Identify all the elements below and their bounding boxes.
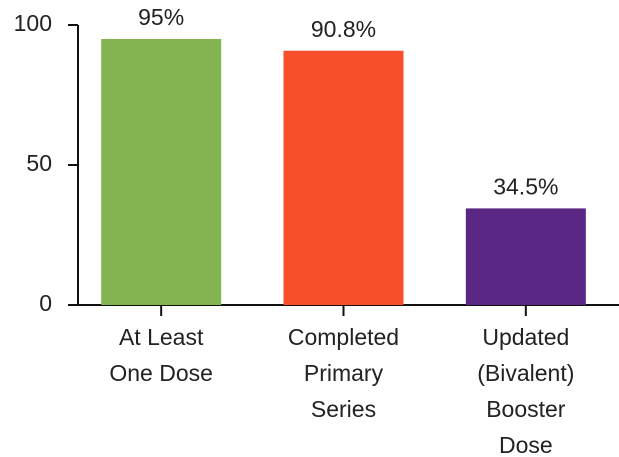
bar <box>101 39 222 305</box>
x-tick-label: Completed <box>288 324 399 350</box>
x-tick-label: (Bivalent) <box>477 360 574 386</box>
x-tick-label: Booster <box>486 396 566 422</box>
x-tick-label: One Dose <box>109 360 213 386</box>
bar <box>465 208 586 305</box>
y-tick-label: 100 <box>14 10 52 36</box>
x-tick-label: At Least <box>119 324 204 350</box>
y-tick-label: 50 <box>26 150 52 176</box>
x-tick-label: Updated <box>482 324 569 350</box>
y-tick-label: 0 <box>39 290 52 316</box>
value-label: 95% <box>138 4 184 30</box>
x-tick-label: Series <box>311 396 376 422</box>
x-tick-label: Dose <box>499 432 553 457</box>
bar <box>283 50 404 306</box>
value-label: 90.8% <box>311 16 376 42</box>
value-label: 34.5% <box>493 173 558 199</box>
x-tick-label: Primary <box>304 360 384 386</box>
